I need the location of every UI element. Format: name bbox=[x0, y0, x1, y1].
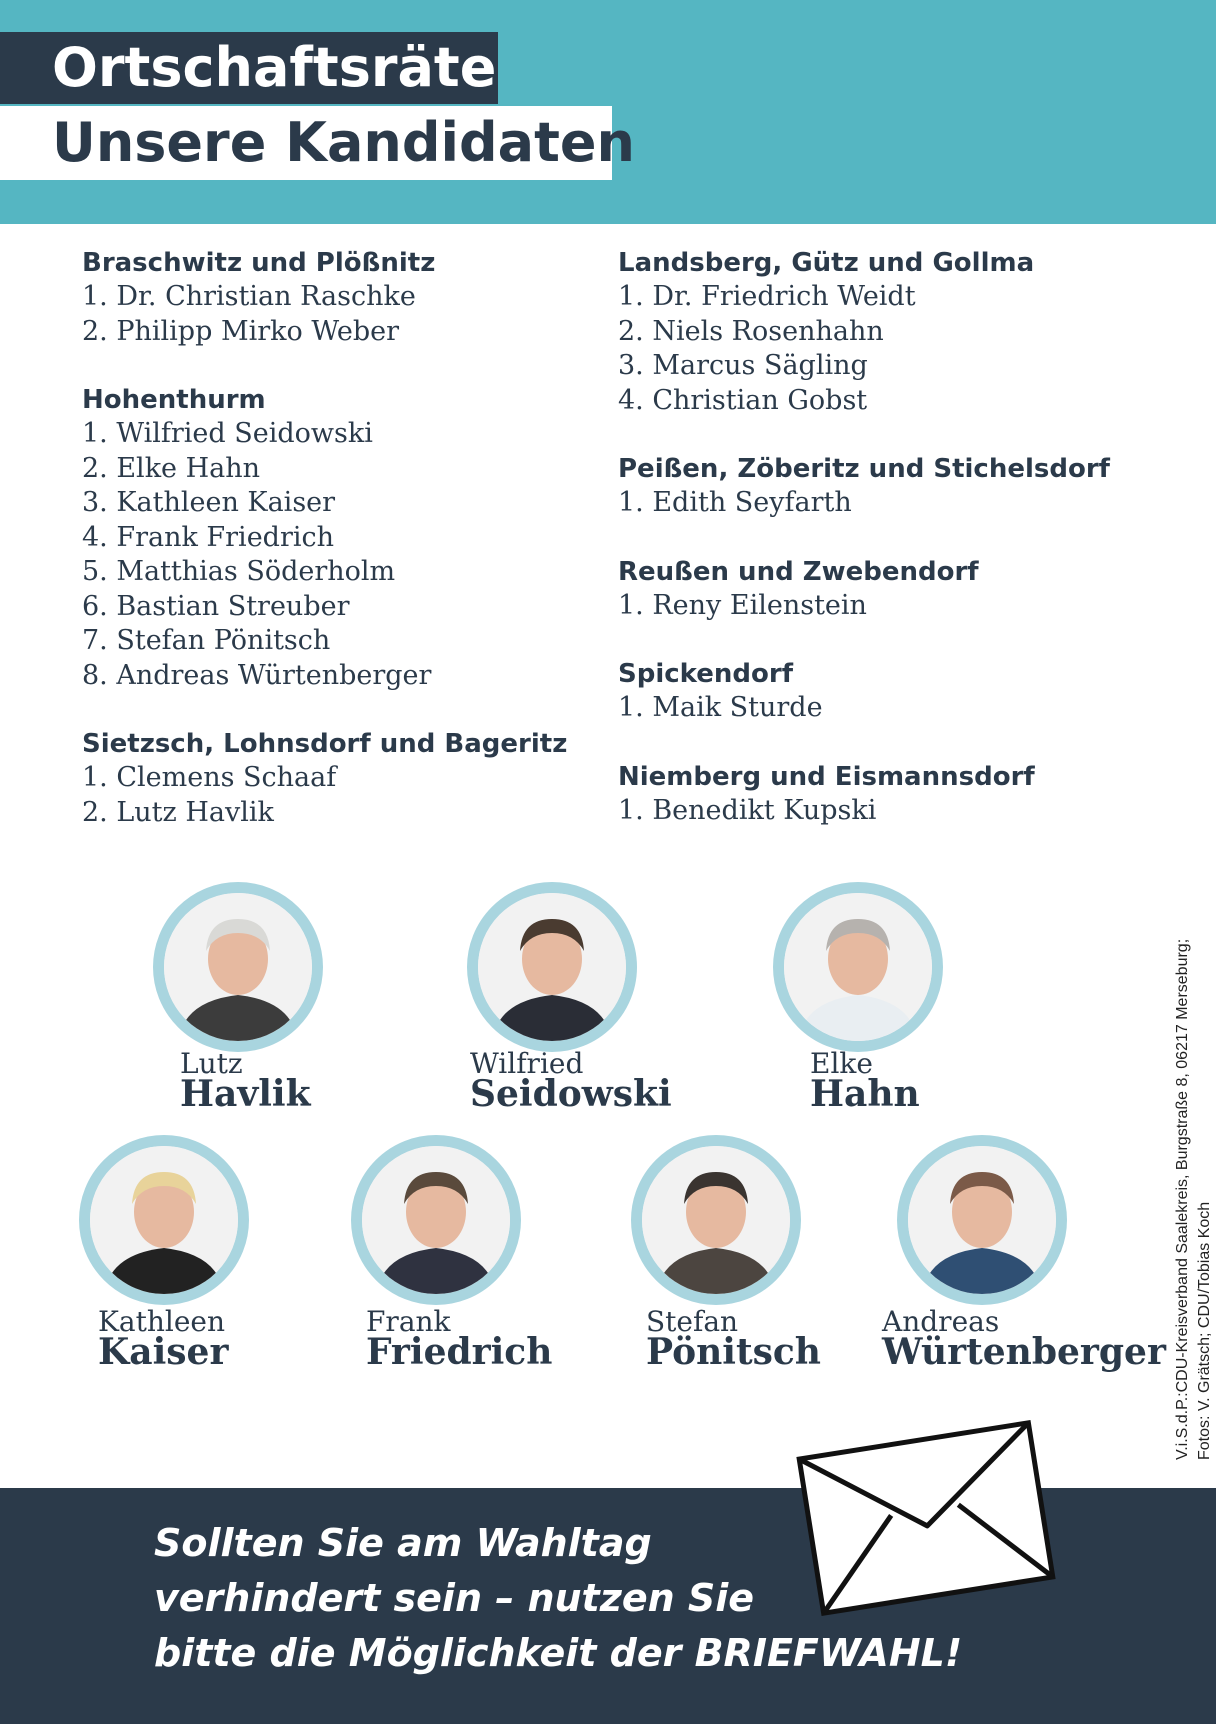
footer-message: Sollten Sie am Wahltag verhindert sein –… bbox=[154, 1516, 962, 1681]
portrait-first-name: Stefan bbox=[646, 1305, 739, 1338]
portrait-first-name: Frank bbox=[366, 1305, 451, 1338]
portrait-last-name: Seidowski bbox=[470, 1073, 672, 1115]
imprint-line: Fotos: V. Grätsch; CDU/Tobias Koch bbox=[1196, 1201, 1213, 1460]
envelope-icon bbox=[796, 1419, 1056, 1617]
footer-line: verhindert sein – nutzen Sie bbox=[154, 1576, 755, 1620]
district-name: Braschwitz und Plößnitz bbox=[82, 248, 436, 278]
portrait-last-name: Kaiser bbox=[98, 1331, 229, 1373]
portrait-last-name: Pönitsch bbox=[646, 1331, 821, 1373]
district-block: Niemberg und Eismannsdorf 1. Benedikt Kup… bbox=[618, 760, 1158, 829]
district-name: Niemberg und Eismannsdorf bbox=[618, 761, 1035, 792]
person-photo bbox=[773, 882, 943, 1052]
candidate-entry: 2. Niels Rosenhahn bbox=[618, 315, 884, 347]
portrait-first-name: Andreas bbox=[882, 1305, 1000, 1338]
briefwahl-highlight: BRIEFWAHL! bbox=[694, 1631, 963, 1675]
page-title: Ortschaftsräte bbox=[0, 32, 498, 104]
candidate-entry: 7. Stefan Pönitsch bbox=[82, 625, 331, 656]
portrait-first-name: Lutz bbox=[180, 1047, 243, 1080]
person-photo bbox=[467, 882, 637, 1052]
candidate-entry: 3. Kathleen Kaiser bbox=[82, 487, 336, 518]
candidate-entry: 1. Wilfried Seidowski bbox=[82, 418, 373, 449]
candidate-entry: 4. Frank Friedrich bbox=[82, 521, 335, 553]
candidate-entry: 6. Bastian Streuber bbox=[82, 590, 350, 622]
footer-line: Sollten Sie am Wahltag bbox=[154, 1521, 652, 1565]
district-block: Spickendorf 1. Maik Sturde bbox=[618, 657, 1158, 726]
district-name: Hohenthurm bbox=[82, 385, 266, 415]
district-block: Landsberg, Gütz und Gollma 1. Dr. Friedri… bbox=[618, 246, 1158, 418]
person-photo bbox=[631, 1135, 801, 1305]
districts-right-column: Landsberg, Gütz und Gollma 1. Dr. Friedri… bbox=[618, 246, 1158, 862]
district-block: Hohenthurm 1. Wilfried Seidowski 2. Elke H… bbox=[82, 383, 622, 693]
candidate-entry: 2. Elke Hahn bbox=[82, 452, 261, 484]
portrait-first-name: Elke bbox=[810, 1047, 873, 1080]
person-photo bbox=[351, 1135, 521, 1305]
candidate-entry: 1. Dr. Friedrich Weidt bbox=[618, 281, 916, 312]
candidate-entry: 3. Marcus Sägling bbox=[618, 350, 868, 381]
portrait-last-name: Friedrich bbox=[366, 1331, 553, 1373]
candidate-entry: 1. Clemens Schaaf bbox=[82, 762, 337, 793]
candidate-entry: 8. Andreas Würtenberger bbox=[82, 659, 432, 691]
district-name: Peißen, Zöberitz und Stichelsdorf bbox=[618, 454, 1110, 484]
footer-line: bitte die Möglichkeit der BRIEFWAHL! bbox=[154, 1626, 962, 1681]
person-photo bbox=[153, 882, 323, 1052]
portrait-last-name: Hahn bbox=[810, 1073, 920, 1115]
candidate-entry: 5. Matthias Söderholm bbox=[82, 556, 396, 587]
candidate-entry: 2. Lutz Havlik bbox=[82, 796, 274, 828]
district-block: Peißen, Zöberitz und Stichelsdorf 1. Edit… bbox=[618, 452, 1158, 521]
candidate-entry: 1. Maik Sturde bbox=[618, 692, 823, 723]
imprint-line: V.i.S.d.P.:CDU-Kreisverband Saalekreis, … bbox=[1174, 938, 1191, 1460]
portrait-first-name: Kathleen bbox=[98, 1305, 226, 1338]
portrait-last-name: Havlik bbox=[180, 1073, 311, 1115]
candidate-entry: 1. Reny Eilenstein bbox=[618, 589, 867, 621]
candidate-entry: 2. Philipp Mirko Weber bbox=[82, 315, 400, 347]
candidate-entry: 1. Benedikt Kupski bbox=[618, 794, 877, 826]
candidate-entry: 1. Edith Seyfarth bbox=[618, 487, 852, 518]
district-block: Sietzsch, Lohnsdorf und Bageritz 1. Cleme… bbox=[82, 727, 622, 830]
district-name: Landsberg, Gütz und Gollma bbox=[618, 248, 1035, 278]
page-subtitle: Unsere Kandidaten bbox=[0, 106, 635, 180]
person-photo bbox=[79, 1135, 249, 1305]
portrait-first-name: Wilfried bbox=[470, 1047, 584, 1080]
districts-left-column: Braschwitz und Plößnitz 1. Dr. Christian … bbox=[82, 246, 622, 864]
district-name: Sietzsch, Lohnsdorf und Bageritz bbox=[82, 729, 568, 759]
footer-line-text: bitte die Möglichkeit der bbox=[154, 1631, 695, 1675]
portrait-last-name: Würtenberger bbox=[882, 1331, 1166, 1373]
candidate-entry: 1. Dr. Christian Raschke bbox=[82, 281, 416, 312]
district-block: Reußen und Zwebendorf 1. Reny Eilenstein bbox=[618, 555, 1158, 624]
candidate-entry: 4. Christian Gobst bbox=[618, 384, 868, 416]
district-block: Braschwitz und Plößnitz 1. Dr. Christian … bbox=[82, 246, 622, 349]
district-name: Reußen und Zwebendorf bbox=[618, 556, 979, 587]
district-name: Spickendorf bbox=[618, 659, 794, 689]
person-photo bbox=[897, 1135, 1067, 1305]
